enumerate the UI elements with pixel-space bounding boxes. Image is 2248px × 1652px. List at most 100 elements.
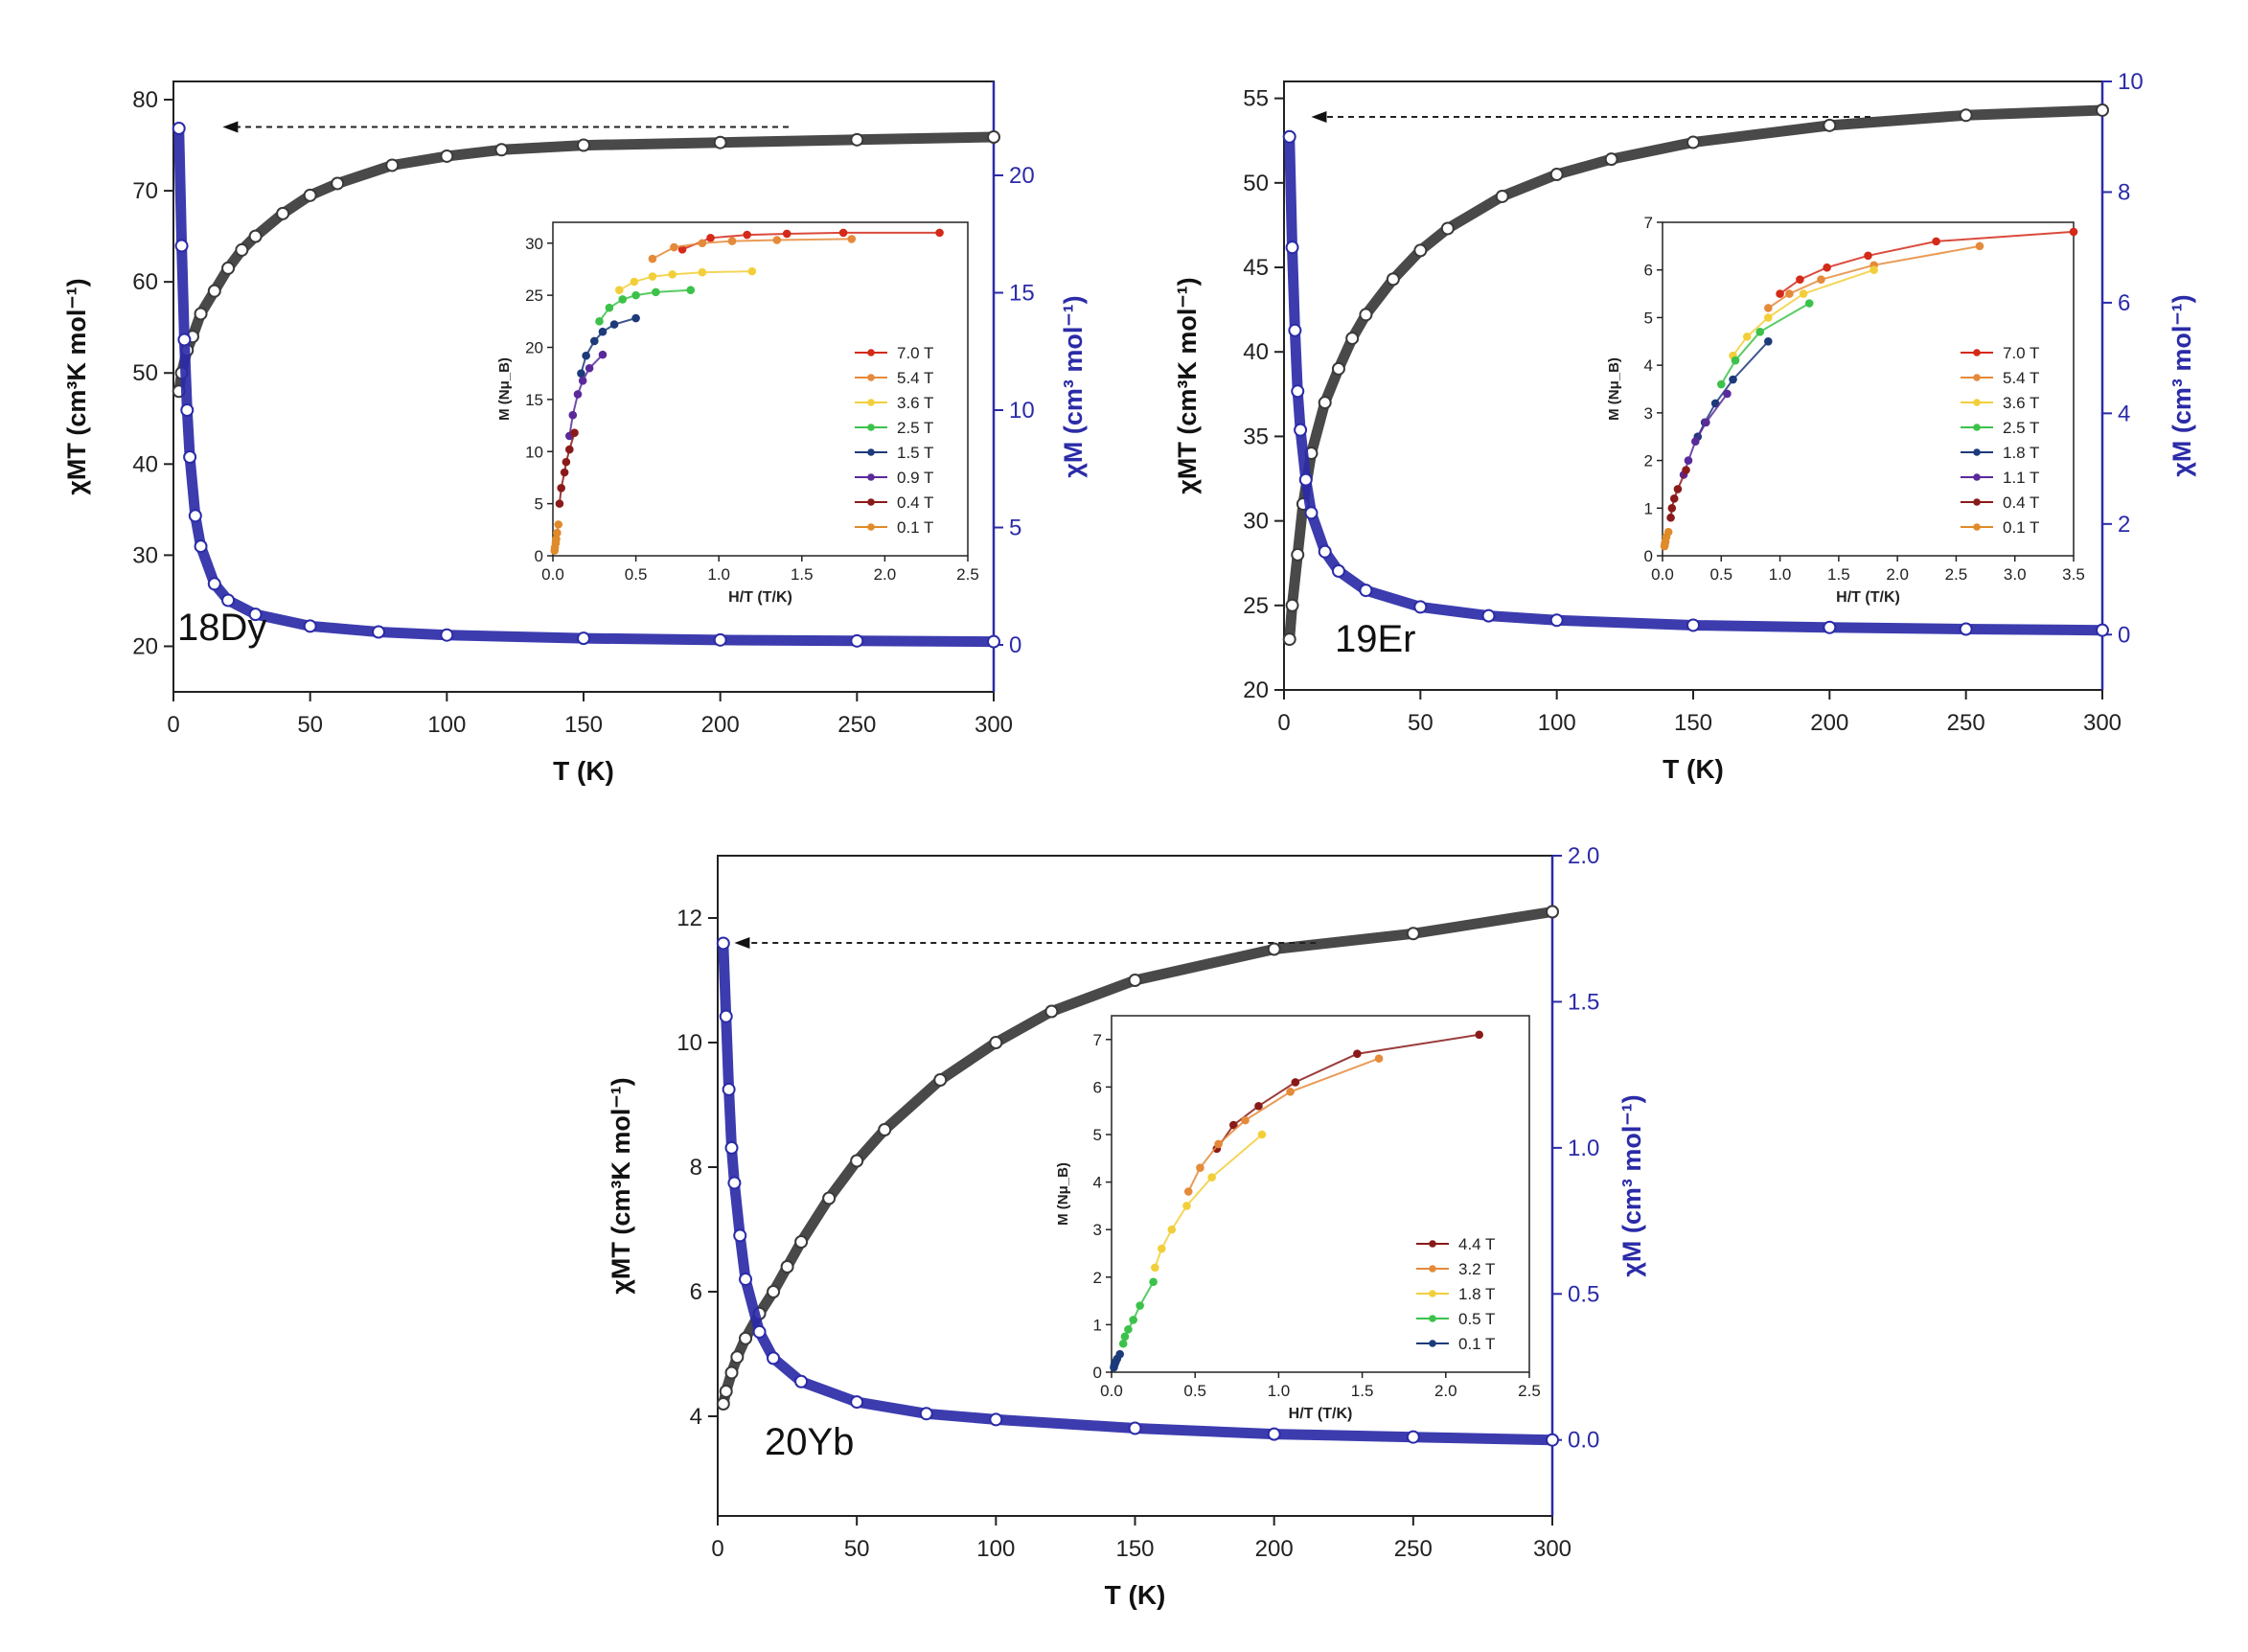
chiT-point [494, 143, 509, 157]
inset-point [1764, 304, 1773, 312]
inset-legend-label: 3.6 T [897, 394, 933, 412]
inset-point [1776, 289, 1784, 298]
chiT-point [1549, 168, 1564, 182]
inset-point [568, 410, 578, 420]
inset-legend-marker [867, 448, 875, 456]
inset-x-tick-label: 2.0 [1886, 565, 1909, 584]
x-tick-label: 150 [1115, 1536, 1154, 1562]
panel-20yb: 0 50 100 150 200 250 30046810120.00.51.01.52.0… [607, 843, 1646, 1610]
y-right-tick-label: 4 [2118, 401, 2130, 426]
chi-point [1288, 323, 1302, 337]
inset-legend-marker [867, 374, 875, 381]
chi-point [1318, 544, 1332, 559]
inset-y-tick-label: 5 [1644, 309, 1653, 327]
chi-point [172, 122, 186, 135]
panel-18dy: 0 50 100 150 200 250 3002030405060708005101520… [62, 80, 1088, 786]
chiT-point [989, 1036, 1003, 1049]
chi-point [1282, 129, 1296, 144]
chiT-point [1495, 189, 1509, 203]
chiT-point [1318, 396, 1332, 410]
chiT-point [780, 1260, 794, 1273]
inset-frame [1111, 1015, 1530, 1373]
y-left-tick-label: 35 [1243, 424, 1269, 449]
chiT-point [1604, 152, 1618, 167]
y-right-axis-title: χM (cm³ mol⁻¹) [1617, 1094, 1646, 1276]
x-axis-title: T (K) [553, 756, 614, 786]
x-tick-label: 50 [844, 1536, 870, 1562]
chiT-point [724, 1365, 739, 1380]
inset-x-title: H/T (T/K) [728, 589, 792, 606]
y-left-axis-title: χMT (cm³K mol⁻¹) [62, 278, 91, 494]
inset-point [555, 499, 564, 508]
inset-y-tick-label: 3 [1093, 1221, 1102, 1239]
y-left-axis-title: χMT (cm³K mol⁻¹) [607, 1077, 635, 1294]
x-tick-label: 100 [976, 1536, 1015, 1562]
chi-point [1546, 1433, 1559, 1447]
chiT-point [822, 1191, 837, 1205]
inset-y-tick-label: 1 [1644, 499, 1653, 517]
inset-point [838, 228, 848, 238]
inset-chart: 0.0 0.5 1.0 1.5 2.0 2.5 0 1 2 3 4 5 6 7 H/T (T/K) M (Nμ… [1055, 1015, 1541, 1422]
y-right-tick-label: 2 [2118, 512, 2130, 538]
chi-point [1267, 1427, 1281, 1441]
y-right-tick-label: 2.0 [1568, 843, 1599, 869]
y-right-tick-label: 1.0 [1568, 1136, 1599, 1161]
chi-point [719, 1009, 733, 1023]
chi-point [248, 608, 263, 622]
chiT-point [221, 261, 236, 275]
inset-frame [552, 221, 969, 557]
inset-y-tick-label: 2 [1644, 452, 1653, 470]
inset-legend-marker [1429, 1290, 1436, 1297]
chiT-point [440, 149, 454, 163]
inset-point [618, 295, 628, 304]
inset-point [1129, 1316, 1137, 1324]
chi-point [1291, 384, 1305, 399]
inset-x-tick-label: 0.0 [541, 565, 564, 584]
x-tick-label: 100 [1538, 710, 1576, 736]
y-left-tick-label: 25 [1243, 593, 1269, 619]
inset-y-tick-label: 20 [525, 339, 543, 357]
inset-y-tick-label: 1 [1093, 1316, 1102, 1334]
inset-legend-marker [867, 349, 875, 356]
inset-point [1286, 1088, 1295, 1096]
panel-19er: 0 50 100 150 200 250 3002025303540455055024681… [1173, 69, 2196, 784]
inset-point [1691, 437, 1700, 446]
chiT-point [1686, 135, 1700, 149]
inset-legend-label: 3.2 T [1458, 1260, 1495, 1278]
y-right-axis-title: χM (cm³ mol⁻¹) [1059, 295, 1088, 477]
inset-legend-marker [1429, 1240, 1436, 1248]
chi-point [577, 631, 590, 646]
inset-point [582, 351, 590, 360]
chiT-point [1267, 942, 1281, 956]
inset-x-title: H/T (T/K) [1836, 589, 1900, 606]
chiT-point [933, 1073, 948, 1087]
inset-y-tick-label: 7 [1644, 214, 1653, 232]
inset-legend-label: 0.1 T [2003, 518, 2039, 537]
inset-point [1817, 275, 1825, 284]
x-tick-label: 200 [1810, 710, 1848, 736]
inset-legend-marker [1973, 424, 1981, 431]
y-right-tick-label: 1.5 [1568, 989, 1599, 1015]
inset-legend-label: 1.8 T [1458, 1285, 1495, 1303]
inset-point [554, 520, 563, 529]
inset-legend-label: 3.6 T [2003, 394, 2039, 412]
inset-y-tick-label: 25 [525, 287, 543, 305]
compound-label: 18Dy [177, 607, 266, 649]
inset-y-tick-label: 10 [525, 443, 543, 461]
chi-point [1481, 608, 1496, 623]
y-right-tick-label: 10 [2118, 69, 2144, 95]
chi-point [987, 634, 1000, 649]
inset-point [1183, 1187, 1193, 1196]
chi-point [989, 1412, 1003, 1427]
chiT-point [1386, 272, 1400, 287]
inset-point [1785, 289, 1794, 298]
inset-point [648, 254, 657, 264]
chiT-point [987, 129, 1000, 144]
inset-x-tick-label: 1.5 [1351, 1382, 1374, 1400]
chi-point [1294, 423, 1308, 437]
inset-point [1475, 1030, 1483, 1040]
x-tick-label: 250 [1947, 710, 1985, 736]
inset-y-tick-label: 5 [1093, 1126, 1102, 1144]
inset-series-line [1720, 302, 1810, 385]
inset-legend-label: 1.8 T [2003, 444, 2039, 462]
